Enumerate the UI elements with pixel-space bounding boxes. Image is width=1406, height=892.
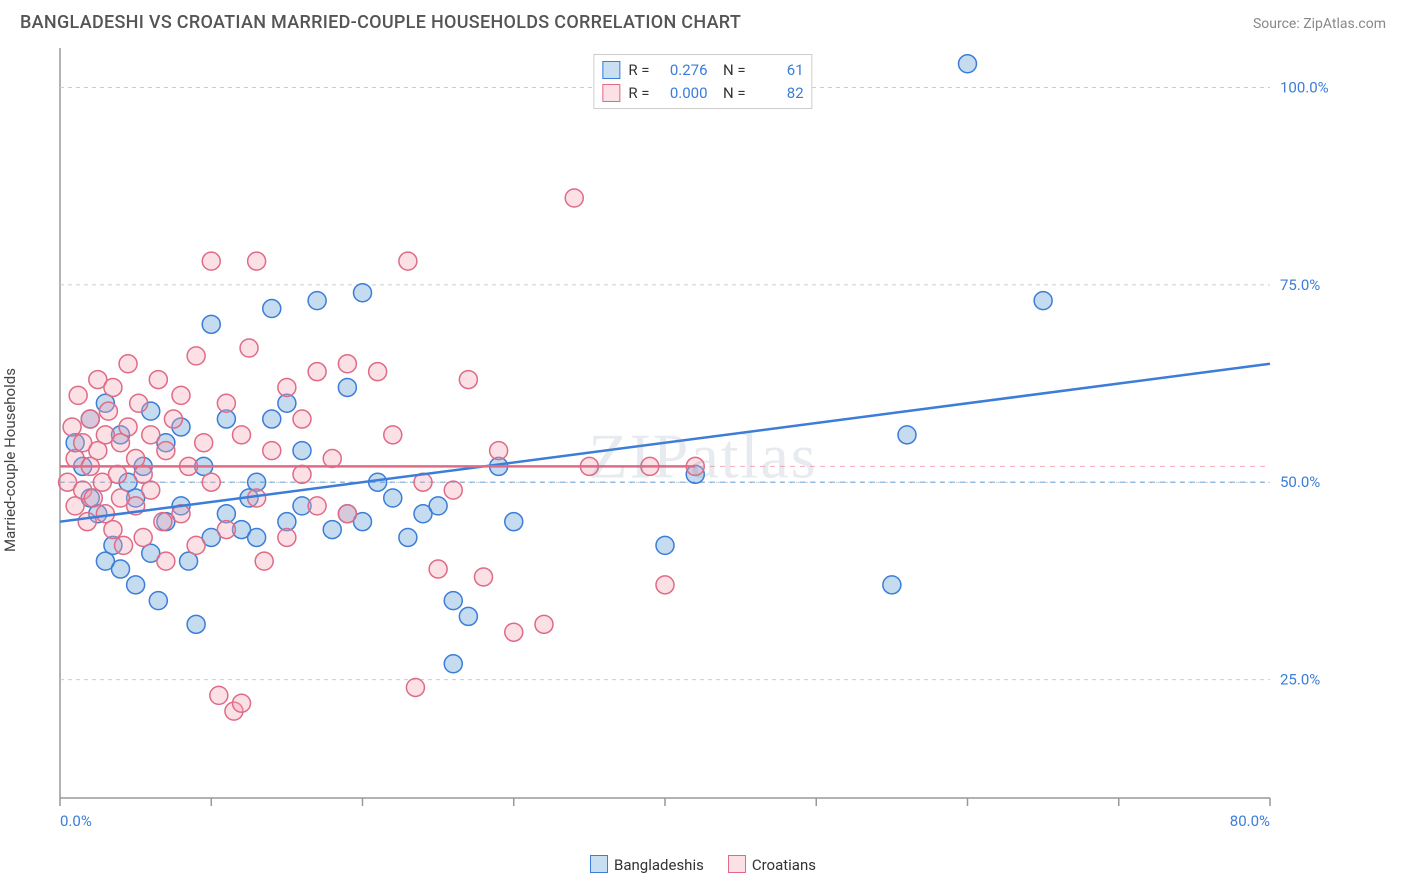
legend-swatch bbox=[602, 84, 620, 102]
svg-text:50.0%: 50.0% bbox=[1280, 473, 1320, 491]
legend-r-value: 0.276 bbox=[658, 59, 708, 82]
svg-text:25.0%: 25.0% bbox=[1280, 671, 1320, 689]
chart-container: Married-couple Households 25.0%50.0%75.0… bbox=[20, 48, 1386, 872]
svg-text:0.0%: 0.0% bbox=[60, 812, 92, 830]
legend-n-value: 82 bbox=[754, 82, 804, 105]
legend-n-label: N = bbox=[716, 82, 746, 105]
series-legend: Bangladeshis Croatians bbox=[590, 855, 816, 874]
y-axis-label: Married-couple Households bbox=[1, 368, 19, 552]
scatter-chart: 25.0% 50.0% 75.0% 100.0% 0.0% 80.0% bbox=[20, 48, 1350, 848]
legend-r-value: 0.000 bbox=[658, 82, 708, 105]
legend-series-item: Bangladeshis bbox=[590, 855, 704, 874]
svg-text:80.0%: 80.0% bbox=[1230, 812, 1270, 830]
svg-text:75.0%: 75.0% bbox=[1280, 276, 1320, 294]
legend-r-label: R = bbox=[628, 59, 649, 82]
legend-row: R = 0.000 N = 82 bbox=[602, 82, 803, 105]
source-attribution: Source: ZipAtlas.com bbox=[1253, 16, 1386, 32]
correlation-legend: R = 0.276 N = 61 R = 0.000 N = 82 bbox=[593, 54, 812, 109]
legend-n-value: 61 bbox=[754, 59, 804, 82]
legend-n-label: N = bbox=[716, 59, 746, 82]
chart-title: BANGLADESHI VS CROATIAN MARRIED-COUPLE H… bbox=[20, 12, 741, 33]
legend-swatch bbox=[602, 61, 620, 79]
legend-series-label: Croatians bbox=[752, 856, 816, 874]
legend-swatch bbox=[728, 855, 746, 873]
legend-swatch bbox=[590, 855, 608, 873]
legend-r-label: R = bbox=[628, 82, 649, 105]
legend-row: R = 0.276 N = 61 bbox=[602, 59, 803, 82]
svg-text:100.0%: 100.0% bbox=[1280, 78, 1329, 96]
legend-series-item: Croatians bbox=[728, 855, 816, 874]
legend-series-label: Bangladeshis bbox=[614, 856, 704, 874]
